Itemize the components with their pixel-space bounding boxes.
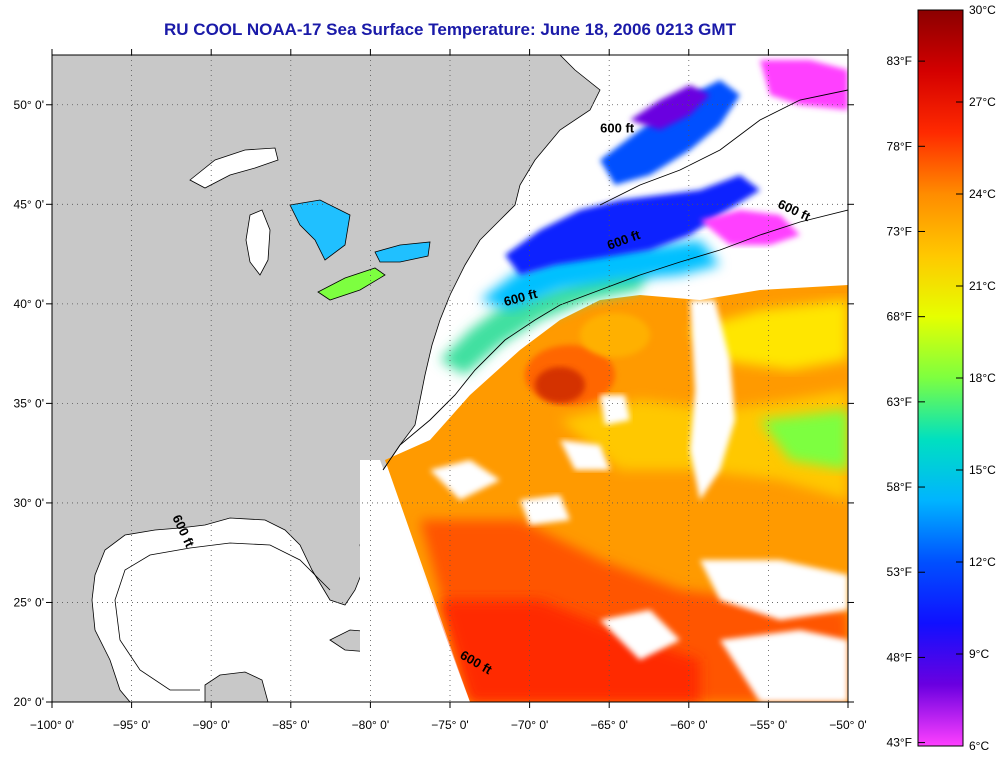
colorbar-f-label: 68°F (887, 310, 912, 324)
lat-tick-label: 35° 0' (14, 396, 44, 410)
lat-tick-label: 50° 0' (14, 98, 44, 112)
colorbar-f-label: 58°F (887, 480, 912, 494)
colorbar-c-label: 9°C (969, 647, 989, 661)
sst-swath (360, 60, 848, 702)
colorbar-c-label: 30°C (969, 3, 996, 17)
great-lakes (189, 147, 431, 301)
colorbar-c-label: 15°C (969, 463, 996, 477)
shelf-contour-600ft (382, 209, 848, 471)
colorbar-c-label: 27°C (969, 95, 996, 109)
latitude-axis: 50° 0' 45° 0' 40° 0' 35° 0' 30° 0' 25° 0' 20° … (14, 98, 854, 709)
lat-tick-label: 20° 0' (14, 695, 44, 709)
lon-tick-label: −65° 0' (590, 718, 627, 732)
lon-tick-label: −75° 0' (431, 718, 468, 732)
map-title: RU COOL NOAA-17 Sea Surface Temperature:… (164, 20, 736, 39)
colorbar-f-label: 78°F (887, 139, 912, 153)
lake-huron (289, 199, 351, 261)
lake-ontario (374, 241, 431, 263)
colorbar-c-label: 18°C (969, 371, 996, 385)
colorbar-gradient (917, 9, 964, 747)
colorbar-c-label: 12°C (969, 555, 996, 569)
colorbar-f-label: 83°F (887, 54, 912, 68)
colorbar-fahrenheit-labels: 83°F 78°F 73°F 68°F 63°F 58°F 53°F 48°F 43°F (887, 54, 925, 750)
depth-contour-label: 600 ft (600, 121, 635, 136)
lat-tick-label: 45° 0' (14, 197, 44, 211)
lat-tick-label: 30° 0' (14, 496, 44, 510)
colorbar-f-label: 48°F (887, 650, 912, 664)
colorbar-celsius-labels: 30°C 27°C 24°C 21°C 18°C 15°C 12°C 9°C 6°C (956, 3, 996, 753)
colorbar-f-label: 43°F (887, 736, 912, 750)
shelf-contour-north (599, 89, 848, 206)
gulf-shelf-contour (114, 542, 331, 691)
lon-tick-label: −70° 0' (511, 718, 548, 732)
lat-tick-label: 40° 0' (14, 297, 44, 311)
lon-tick-label: −50° 0' (829, 718, 866, 732)
lon-tick-label: −100° 0' (30, 718, 74, 732)
lat-tick-label: 25° 0' (14, 595, 44, 609)
lon-tick-label: −60° 0' (670, 718, 707, 732)
colorbar-f-label: 73°F (887, 224, 912, 238)
lon-tick-label: −95° 0' (113, 718, 150, 732)
lake-superior (189, 147, 279, 189)
lon-tick-label: −55° 0' (750, 718, 787, 732)
lon-tick-label: −85° 0' (272, 718, 309, 732)
lon-tick-label: −90° 0' (192, 718, 229, 732)
lake-michigan (245, 209, 271, 276)
colorbar-f-label: 53°F (887, 565, 912, 579)
colorbar-f-label: 63°F (887, 395, 912, 409)
land-yucatan (204, 671, 269, 702)
colorbar-c-label: 6°C (969, 739, 989, 753)
lake-erie (317, 267, 386, 301)
colorbar-c-label: 21°C (969, 279, 996, 293)
lon-tick-label: −80° 0' (352, 718, 389, 732)
longitude-axis: −100° 0' −95° 0' −90° 0' −85° 0' −80° 0' −75°… (30, 49, 867, 732)
colorbar: 83°F 78°F 73°F 68°F 63°F 58°F 53°F 48°F 43°F 30°… (887, 3, 997, 753)
colorbar-c-label: 24°C (969, 187, 996, 201)
